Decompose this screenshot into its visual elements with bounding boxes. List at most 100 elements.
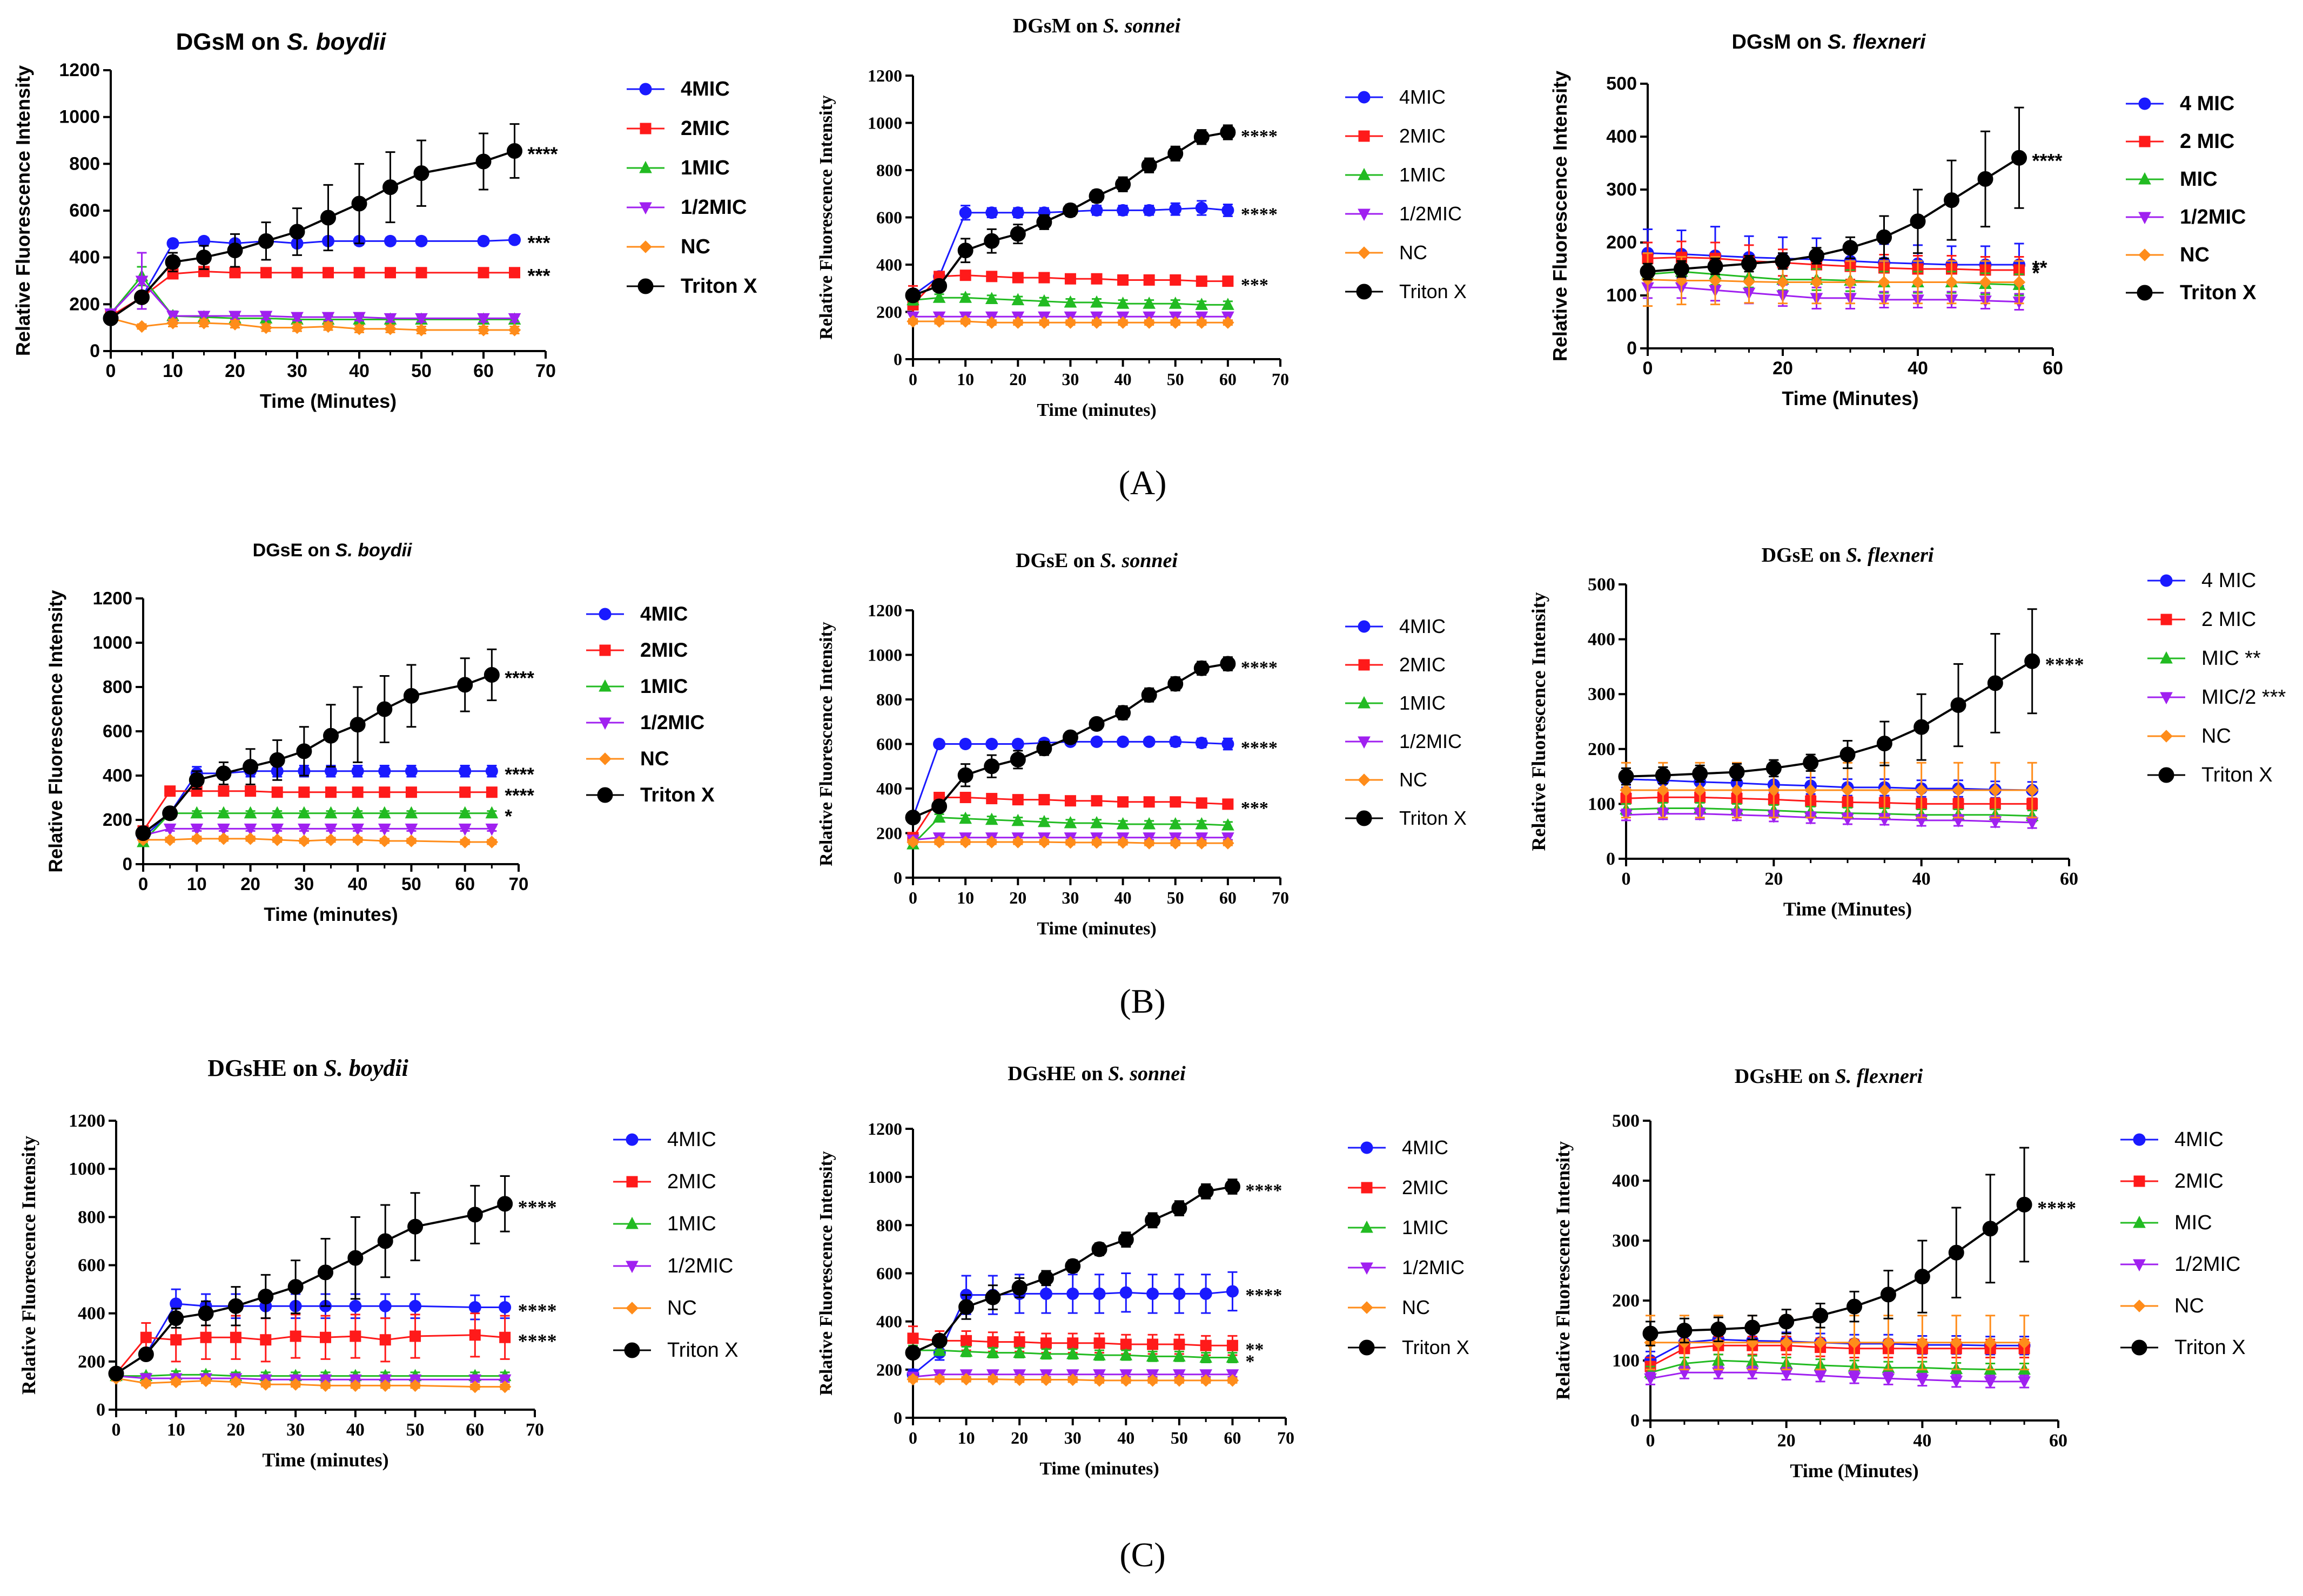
data-point xyxy=(1170,274,1181,286)
legend-label: Triton X xyxy=(1402,1336,1469,1358)
legend-label: 2MIC xyxy=(1399,654,1446,676)
significance-label: **** xyxy=(505,668,534,689)
legend-marker xyxy=(1356,810,1372,826)
legend-label: 1/2MIC xyxy=(2174,1253,2240,1276)
data-point xyxy=(959,1344,973,1357)
chart-title-species: S. flexneri xyxy=(1828,31,1926,53)
legend-label: 4MIC xyxy=(2174,1128,2224,1151)
legend-item: Triton X xyxy=(586,784,715,806)
legend-label: NC xyxy=(2174,1295,2204,1317)
data-point xyxy=(1950,697,1966,713)
significance-label: **** xyxy=(1241,126,1278,146)
data-point xyxy=(485,823,499,836)
y-tick-label: 200 xyxy=(876,1360,902,1379)
data-point xyxy=(217,806,230,819)
data-point xyxy=(475,153,492,170)
data-point xyxy=(271,833,284,846)
significance-label: *** xyxy=(528,232,550,254)
chart-B1: DGsE on S. boydii 0 200 400 600 800 1000 1200 0 1… xyxy=(45,540,715,925)
legend-marker xyxy=(1358,736,1371,749)
data-point xyxy=(907,1372,919,1386)
data-point xyxy=(2024,653,2040,669)
series-NC xyxy=(907,315,1234,329)
y-tick-label: 1200 xyxy=(93,588,132,608)
chart-A3: DGsM on S. flexneri 0 100 200 300 400 500 0 20 40… xyxy=(1549,31,2257,409)
data-point xyxy=(1198,1183,1214,1200)
data-point xyxy=(1803,755,1819,771)
legend-label: MIC/2 *** xyxy=(2201,686,2286,709)
data-point xyxy=(1146,1349,1159,1362)
legend-marker xyxy=(1361,1182,1373,1194)
data-point xyxy=(379,1379,392,1392)
legend-marker xyxy=(624,1342,640,1358)
series-2MIC: *** xyxy=(907,792,1268,844)
series-line xyxy=(1650,1371,2025,1383)
x-tick-label: 30 xyxy=(294,874,314,894)
legend-label: 4 MIC xyxy=(2180,92,2234,115)
significance-label: **** xyxy=(1241,204,1278,224)
legend-item: MIC ** xyxy=(2147,647,2261,670)
data-point xyxy=(507,143,522,159)
series-line xyxy=(1626,807,2032,817)
data-point xyxy=(1066,1346,1079,1359)
data-point xyxy=(1952,784,1965,797)
chart-title-species: S. boydii xyxy=(335,540,413,561)
data-point xyxy=(1093,1287,1106,1300)
legend-marker xyxy=(626,1216,639,1229)
data-point xyxy=(325,786,337,798)
legend-item: 4MIC xyxy=(1345,86,1446,108)
data-point xyxy=(378,806,391,819)
legend-marker xyxy=(639,202,652,215)
data-point xyxy=(1221,204,1234,217)
y-axis-label: Relative Fluorescence Intensity xyxy=(12,65,34,356)
data-point xyxy=(259,321,273,334)
x-tick-label: 20 xyxy=(240,874,260,894)
y-tick-label: 0 xyxy=(894,1408,902,1427)
legend-item: Triton X xyxy=(1345,280,1467,302)
legend-label: NC xyxy=(1402,1296,1430,1318)
data-point xyxy=(1620,784,1633,797)
data-point xyxy=(1091,273,1103,285)
legend-marker xyxy=(1360,1262,1373,1275)
data-point xyxy=(1089,716,1105,732)
chart-A1: DGsM on S. boydii 0 200 400 600 800 1000 1200 0 1… xyxy=(12,29,757,412)
data-point xyxy=(1804,784,1817,797)
y-tick-label: 300 xyxy=(1612,1231,1640,1251)
data-point xyxy=(259,1378,272,1391)
x-tick-label: 70 xyxy=(509,874,529,894)
data-point xyxy=(1847,1298,1862,1315)
chart-title-prefix: DGsE on xyxy=(1016,549,1100,572)
legend-label: Triton X xyxy=(667,1339,738,1362)
data-point xyxy=(1742,275,1756,288)
legend-marker xyxy=(639,240,652,253)
x-tick-label: 0 xyxy=(138,874,148,894)
legend-item: NC xyxy=(2126,244,2210,266)
series-Triton: **** xyxy=(1640,106,2063,281)
data-point xyxy=(498,1380,512,1393)
legend-marker xyxy=(2133,1133,2146,1146)
data-point xyxy=(1199,1287,1212,1300)
series-Triton: **** xyxy=(135,648,534,841)
data-point xyxy=(959,836,972,848)
data-point xyxy=(1944,192,1959,208)
data-point xyxy=(324,823,338,836)
significance-label: **** xyxy=(505,785,534,806)
x-axis-label: Time (minutes) xyxy=(264,904,398,925)
legend-marker xyxy=(1358,208,1371,221)
data-point xyxy=(484,666,500,683)
legend-label: NC xyxy=(2180,244,2210,266)
data-point xyxy=(405,786,417,798)
legend-label: MIC xyxy=(2174,1211,2212,1234)
chart-title-species: S. boydii xyxy=(287,29,386,55)
legend-marker xyxy=(1358,91,1371,104)
legend-item: 2MIC xyxy=(627,117,730,140)
panel-label: (C) xyxy=(1119,1536,1165,1574)
data-point xyxy=(260,1334,272,1346)
series-4MIC: **** xyxy=(907,1271,1282,1381)
y-tick-label: 200 xyxy=(1606,232,1637,253)
x-tick-label: 40 xyxy=(348,874,368,894)
data-point xyxy=(985,292,998,304)
legend-label: 2MIC xyxy=(681,117,730,140)
series-line xyxy=(1626,778,2032,791)
x-axis-label: Time (Minutes) xyxy=(1782,387,1918,409)
